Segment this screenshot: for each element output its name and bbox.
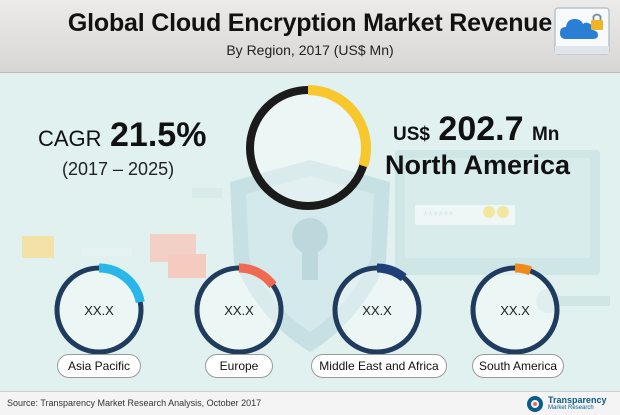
middle-east-africa-share-arc <box>376 263 407 282</box>
asia-pacific-value: XX.X <box>84 303 114 318</box>
chart-subtitle: By Region, 2017 (US$ Mn) <box>226 42 394 58</box>
asia-pacific-label: Asia Pacific <box>57 354 141 378</box>
cagr-value: 21.5% <box>110 116 207 154</box>
highlight-currency: US$ <box>393 124 430 145</box>
asia-pacific-donut <box>54 263 145 355</box>
south-america-ring-face <box>473 268 557 352</box>
middle-east-africa-ring-face <box>335 268 419 352</box>
main-ring-face <box>250 90 366 206</box>
chart-title: Global Cloud Encryption Market Revenue <box>67 9 553 37</box>
tmr-logo-name: Transparency <box>548 395 607 405</box>
north-america-share-arc <box>307 85 371 168</box>
highlight-unit: Mn <box>531 124 560 145</box>
cagr-line: CAGR 21.5% <box>38 116 206 155</box>
middle-east-africa-donut <box>332 263 422 355</box>
middle-east-africa-label: Middle East and Africa <box>311 354 447 378</box>
south-america-value: XX.X <box>500 303 530 318</box>
south-america-label: South America <box>472 354 564 378</box>
header-banner: Global Cloud Encryption Market Revenue B… <box>0 0 620 73</box>
highlight-value: 202.7 <box>438 110 524 148</box>
tmr-logo: Transparency Market Research <box>526 394 616 414</box>
south-america-share-arc <box>514 263 533 276</box>
europe-label: Europe <box>205 354 273 378</box>
north-america-donut <box>246 85 371 210</box>
cagr-label: CAGR <box>38 126 102 151</box>
tmr-logo-subtitle: Market Research <box>548 405 594 411</box>
highlight-region: North America <box>385 150 571 180</box>
asia-pacific-share-arc <box>98 263 145 304</box>
svg-text:******: ****** <box>423 208 453 223</box>
europe-ring-face <box>197 268 281 352</box>
europe-share-arc <box>238 263 277 289</box>
south-america-donut <box>470 263 560 355</box>
tmr-logo-icon <box>527 396 543 412</box>
highlight-amount-line: US$ 202.7 Mn <box>393 110 559 149</box>
middle-east-africa-value: XX.X <box>362 303 392 318</box>
asia-pacific-ring-face <box>57 268 141 352</box>
cagr-period: (2017 – 2025) <box>62 159 175 179</box>
footer-bar: Source: Transparency Market Research Ana… <box>0 391 620 415</box>
europe-donut <box>194 263 284 355</box>
cloud-lock-icon <box>554 7 610 55</box>
europe-value: XX.X <box>224 303 254 318</box>
source-note: Source: Transparency Market Research Ana… <box>7 398 262 408</box>
